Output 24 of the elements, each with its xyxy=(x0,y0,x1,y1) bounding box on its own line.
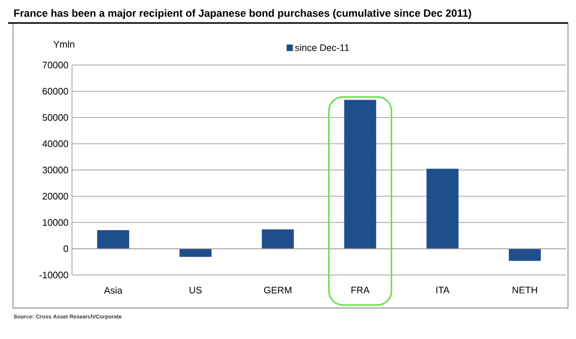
chart-title: France has been a major recipient of Japanese bond purchases (cumulative since Dec 2011) xyxy=(14,9,472,19)
y-tick-label: 60000 xyxy=(42,88,68,95)
y-axis-title: Ymln xyxy=(53,40,74,48)
x-tick-label: US xyxy=(190,286,202,294)
y-tick-label: 30000 xyxy=(42,166,68,174)
y-tick-label: 40000 xyxy=(42,140,68,148)
y-tick-label: 50000 xyxy=(42,114,68,121)
y-tick-label: -10000 xyxy=(39,272,68,278)
y-tick-label: 20000 xyxy=(42,192,68,200)
bar xyxy=(262,229,294,249)
bar xyxy=(97,230,130,249)
y-tick-label: 10000 xyxy=(42,219,68,226)
x-tick-label: Asia xyxy=(104,286,122,294)
bar xyxy=(426,168,459,249)
x-tick-label: NETH xyxy=(512,286,537,294)
y-tick-label: 70000 xyxy=(42,62,68,68)
x-tick-label: FRA xyxy=(351,286,370,294)
x-tick-label: ITA xyxy=(436,286,450,294)
legend-label: since Dec-11 xyxy=(295,44,349,52)
x-tick-label: GERM xyxy=(264,286,292,294)
y-tick-label: 0 xyxy=(64,245,68,252)
bar xyxy=(180,248,212,257)
bar xyxy=(344,100,376,249)
bar xyxy=(508,248,541,261)
